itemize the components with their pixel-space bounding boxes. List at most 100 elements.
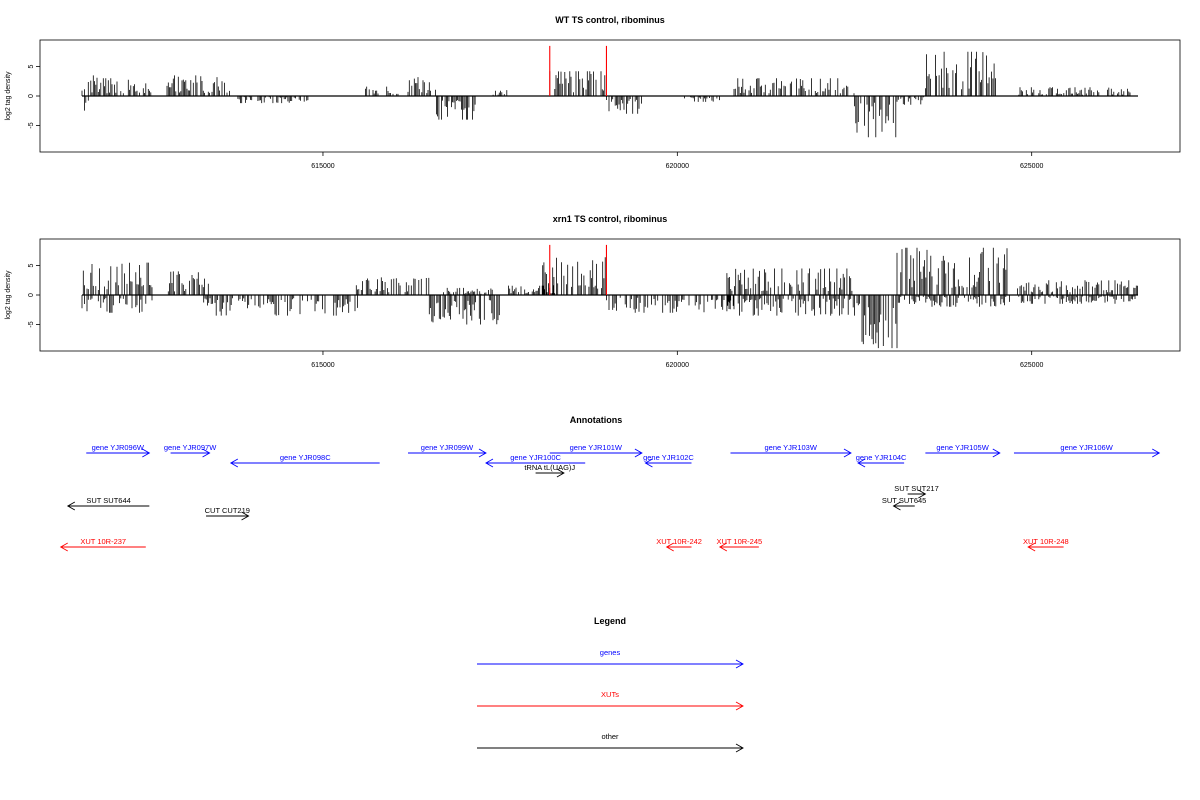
annotation-arrow xyxy=(477,701,744,711)
annotation-item: gene YJR100C xyxy=(485,453,586,468)
annotation-label: gene YJR105W xyxy=(936,443,989,452)
y-tick-label: 5 xyxy=(28,263,35,267)
annotation-arrow xyxy=(925,448,1001,458)
annotation-label: XUT 10R-245 xyxy=(716,537,762,546)
x-tick-label: 625000 xyxy=(1020,362,1043,369)
annotation-item: XUT 10R-242 xyxy=(656,537,702,552)
annotation-item: XUT 10R-248 xyxy=(1023,537,1069,552)
annotation-item: gene YJR098C xyxy=(229,453,380,468)
y-tick-label: 0 xyxy=(28,94,35,98)
arrow-head xyxy=(142,448,151,458)
arrow-head xyxy=(735,701,744,711)
x-tick-label: 615000 xyxy=(311,163,334,170)
chart-panel-1: WT TS control, ribominus log2 tag density… xyxy=(5,15,1181,170)
annotation-label: gene YJR104C xyxy=(856,453,907,462)
x-tick-label: 615000 xyxy=(311,362,334,369)
chart-title: WT TS control, ribominus xyxy=(555,15,665,25)
annotation-label: SUT SUT644 xyxy=(86,496,130,505)
annotation-arrow xyxy=(665,542,692,552)
arrow-head xyxy=(556,468,565,478)
y-tick-label: -5 xyxy=(28,321,35,327)
annotation-item: XUT 10R-245 xyxy=(716,537,762,552)
annotation-item: gene YJR105W xyxy=(925,443,1001,458)
arrow-head xyxy=(735,743,744,753)
annotation-arrow xyxy=(477,659,744,669)
arrow-head xyxy=(241,511,250,521)
annotation-item: tRNA tL(UAG)J xyxy=(524,463,575,478)
annotation-label: gene YJR100C xyxy=(510,453,561,462)
legend-label: genes xyxy=(600,648,621,657)
annotation-item: SUT SUT217 xyxy=(894,484,939,499)
arrow-head xyxy=(735,659,744,669)
annotation-label: XUT 10R-242 xyxy=(656,537,702,546)
annotation-arrow xyxy=(1027,542,1064,552)
y-tick-label: 0 xyxy=(28,293,35,297)
annotation-label: tRNA tL(UAG)J xyxy=(524,463,575,472)
annotation-arrow xyxy=(206,511,250,521)
annotation-arrow xyxy=(907,489,927,499)
arrow-head xyxy=(478,448,487,458)
legend-item: genes xyxy=(477,648,744,669)
arrow-head xyxy=(892,501,901,511)
x-tick-label: 620000 xyxy=(666,362,689,369)
annotation-arrow xyxy=(66,501,150,511)
y-axis-label: log2 tag density xyxy=(5,71,12,121)
arrow-head xyxy=(644,458,653,468)
annotations-track: Annotations gene YJR096W gene YJR097W gene … xyxy=(59,415,1161,552)
legend-label: other xyxy=(601,732,619,741)
annotation-item: gene YJR096W xyxy=(86,443,151,458)
arrow-head xyxy=(857,458,866,468)
arrow-head xyxy=(634,448,643,458)
legend: Legend genes XUTs other xyxy=(477,616,744,753)
arrow-head xyxy=(1152,448,1161,458)
annotation-item: XUT 10R-237 xyxy=(59,537,146,552)
annotation-item: gene YJR099W xyxy=(408,443,487,458)
legend-label: XUTs xyxy=(601,690,619,699)
arrow-head xyxy=(992,448,1001,458)
y-tick-label: 5 xyxy=(28,64,35,68)
annotation-label: SUT SUT645 xyxy=(882,496,926,505)
density-bars xyxy=(81,51,1131,138)
density-bars xyxy=(81,247,1138,349)
arrow-head xyxy=(66,501,76,511)
annotation-arrow xyxy=(1013,448,1161,458)
annotation-label: gene YJR097W xyxy=(164,443,217,452)
annotation-label: gene YJR099W xyxy=(421,443,474,452)
x-tick-label: 620000 xyxy=(666,163,689,170)
annotation-arrow xyxy=(718,542,759,552)
y-tick-label: -5 xyxy=(28,122,35,128)
annotation-label: gene YJR102C xyxy=(643,453,694,462)
annotation-item: CUT CUT219 xyxy=(205,506,250,521)
arrow-head xyxy=(918,489,927,499)
annotation-arrow xyxy=(408,448,487,458)
annotation-arrow xyxy=(86,448,151,458)
annotation-label: SUT SUT217 xyxy=(894,484,938,493)
chart-title: xrn1 TS control, ribominus xyxy=(553,214,668,224)
annotation-item: gene YJR101W xyxy=(549,443,643,458)
annotation-arrow xyxy=(892,501,915,511)
annotation-label: CUT CUT219 xyxy=(205,506,250,515)
arrow-head xyxy=(1027,542,1036,552)
arrow-head xyxy=(229,458,239,468)
annotations-title: Annotations xyxy=(570,415,623,425)
arrow-head xyxy=(59,542,68,552)
arrow-head xyxy=(843,448,852,458)
annotation-arrow xyxy=(229,458,380,468)
y-axis-label: log2 tag density xyxy=(5,270,12,320)
annotation-arrow xyxy=(730,448,852,458)
annotation-label: gene YJR106W xyxy=(1060,443,1113,452)
arrow-head xyxy=(665,542,674,552)
chart-panel-2: xrn1 TS control, ribominus log2 tag densi… xyxy=(5,214,1181,369)
x-tick-label: 625000 xyxy=(1020,163,1043,170)
annotation-label: gene YJR098C xyxy=(280,453,331,462)
annotation-item: SUT SUT644 xyxy=(66,496,150,511)
annotation-item: gene YJR106W xyxy=(1013,443,1161,458)
annotation-label: XUT 10R-237 xyxy=(80,537,126,546)
annotation-item: gene YJR097W xyxy=(164,443,217,458)
annotation-arrow xyxy=(644,458,692,468)
annotation-item: SUT SUT645 xyxy=(882,496,926,511)
annotation-label: gene YJR103W xyxy=(765,443,818,452)
arrow-head xyxy=(718,542,728,552)
annotation-item: gene YJR102C xyxy=(643,453,694,468)
